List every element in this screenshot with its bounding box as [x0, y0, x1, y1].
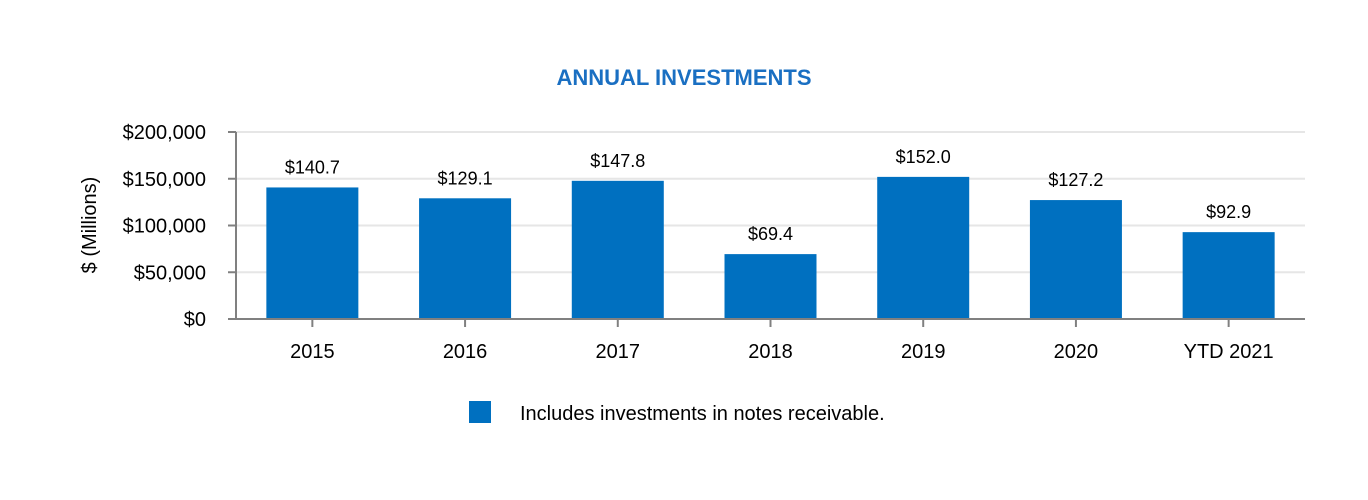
x-tick-label: 2020 — [1054, 341, 1099, 363]
bar — [571, 180, 664, 319]
y-tick-label: $150,000 — [123, 169, 206, 191]
data-label: $69.4 — [748, 224, 793, 244]
x-tick-label: 2018 — [748, 341, 793, 363]
bar — [877, 176, 970, 319]
data-labels: $140.7 $129.1 $147.8 $69.4 $152.0 $127.2 $92.9 — [285, 147, 1251, 244]
data-label: $127.2 — [1048, 170, 1103, 190]
legend-label: Includes investments in notes receivable… — [520, 403, 885, 425]
chart-title: ANNUAL INVESTMENTS — [556, 65, 811, 90]
data-label: $152.0 — [896, 147, 951, 167]
y-tick-label: $100,000 — [123, 216, 206, 238]
bar — [266, 187, 359, 319]
y-tick-label: $200,000 — [123, 122, 206, 144]
gridlines — [236, 131, 1305, 274]
x-tick-label: YTD 2021 — [1184, 341, 1274, 363]
legend: Includes investments in notes receivable… — [469, 401, 885, 425]
x-tick-label: 2016 — [443, 341, 488, 363]
data-label: $92.9 — [1206, 202, 1251, 222]
y-axis-label: $ (Millions) — [79, 177, 101, 274]
x-tick-label: 2019 — [901, 341, 946, 363]
legend-swatch — [469, 401, 491, 423]
y-tick-label: $50,000 — [134, 262, 206, 284]
bar — [1182, 232, 1275, 319]
x-axis-ticks: 2015 2016 2017 2018 2019 2020 YTD 2021 — [290, 319, 1274, 363]
bar — [1029, 200, 1122, 319]
data-label: $147.8 — [590, 151, 645, 171]
bar — [724, 254, 817, 319]
x-tick-label: 2015 — [290, 341, 335, 363]
bar — [419, 198, 512, 319]
data-label: $140.7 — [285, 157, 340, 177]
y-tick-label: $0 — [184, 309, 206, 331]
data-label: $129.1 — [438, 168, 493, 188]
x-tick-label: 2017 — [596, 341, 641, 363]
bars — [266, 176, 1275, 319]
y-axis-ticks: $0 $50,000 $100,000 $150,000 $200,000 — [123, 122, 236, 331]
